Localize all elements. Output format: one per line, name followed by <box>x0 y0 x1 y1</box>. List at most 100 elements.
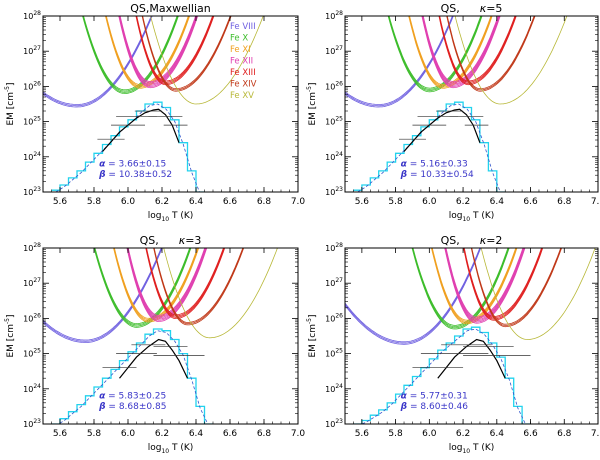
plot-area <box>43 16 264 192</box>
title-prefix: QS, <box>441 234 460 247</box>
x-tick-label: 6.0 <box>422 197 437 207</box>
em-loci-fe-xv <box>163 248 278 339</box>
y-tick-label: 1026 <box>23 80 41 91</box>
em-loci-fe-xi <box>113 248 200 323</box>
em-loci-fe-xiii <box>439 16 516 82</box>
em-loci-fe-xiv <box>153 248 245 326</box>
title-kappa-value: =3 <box>185 234 201 247</box>
plot-area <box>43 248 278 424</box>
y-tick-label: 1027 <box>325 277 343 288</box>
em-loci-fe-xii <box>118 16 199 89</box>
y-tick-label: 1028 <box>23 242 41 253</box>
x-tick-label: 6.2 <box>456 429 470 439</box>
dem-histogram <box>353 101 506 192</box>
x-tick-label: 5.8 <box>87 197 102 207</box>
legend-item: Fe XI <box>230 45 251 55</box>
alpha-annotation: α = 5.16±0.33 <box>401 160 468 170</box>
em-loci-fe-xiv <box>142 16 231 90</box>
legend-item: Fe VIII <box>230 22 256 32</box>
em-loci-fe-xiii <box>135 16 215 86</box>
y-tick-label: 1023 <box>23 418 41 429</box>
em-loci-fe-xiii <box>463 248 543 320</box>
x-tick-label: 6.0 <box>121 429 136 439</box>
dem-dashed-curve <box>55 103 200 192</box>
y-axis-label: EM [cm-5] <box>4 314 16 357</box>
em-loci-fe-xi <box>431 248 517 321</box>
title-kappa: κ <box>179 234 186 247</box>
y-axis-label: EM [cm-5] <box>306 82 318 125</box>
x-tick-label: 6.6 <box>223 197 238 207</box>
title-kappa: κ <box>480 234 487 247</box>
em-loci-fe-x <box>387 16 483 93</box>
x-axis-label: log10 T (K) <box>449 443 495 455</box>
y-tick-label: 1024 <box>23 383 41 394</box>
beta-annotation: β = 10.33±0.54 <box>400 170 474 180</box>
beta-annotation: β = 8.68±0.85 <box>98 402 166 412</box>
y-tick-label: 1024 <box>325 383 343 394</box>
em-loci-fe-xiv <box>141 16 232 92</box>
y-tick-label: 1025 <box>23 116 41 127</box>
x-tick-label: 6.6 <box>523 197 538 207</box>
em-loci-fe-xi <box>105 16 190 87</box>
y-tick-label: 1026 <box>325 80 343 91</box>
y-tick-label: 1027 <box>325 45 343 56</box>
em-loci-fe-xiv <box>141 16 232 91</box>
em-loci-fe-viii <box>345 248 481 344</box>
chart-title: QS,Maxwellian <box>130 2 211 15</box>
x-tick-label: 6.6 <box>223 429 238 439</box>
y-axis-label: EM [cm-5] <box>306 314 318 357</box>
title-prefix: QS, <box>140 234 159 247</box>
em-loci-fe-x <box>412 248 509 326</box>
em-loci-fe-xv <box>480 248 596 340</box>
x-tick-label: 6.2 <box>155 197 169 207</box>
x-axis-label: log10 T (K) <box>449 211 495 223</box>
chart-title: QS, κ=5 <box>441 2 503 15</box>
em-loci-fe-xiv <box>471 248 562 326</box>
em-loci-fe-x <box>388 16 483 91</box>
x-tick-label: 5.6 <box>355 429 370 439</box>
em-loci-fe-xiii <box>145 248 225 317</box>
dem-fit-curve <box>403 108 481 152</box>
legend-item: Fe XII <box>230 57 253 67</box>
title-kappa-value: =2 <box>486 234 502 247</box>
em-loci-fe-xiv <box>446 16 535 90</box>
em-loci-fe-xii <box>444 248 525 323</box>
em-loci-fe-x <box>388 16 482 89</box>
y-axis-label: EM [cm-5] <box>4 82 16 125</box>
y-tick-label: 1023 <box>325 186 343 197</box>
em-loci-fe-xii <box>445 248 525 320</box>
y-tick-label: 1024 <box>325 151 343 162</box>
x-tick-label: 6.8 <box>557 197 572 207</box>
em-loci-fe-xi <box>431 248 518 325</box>
em-loci-fe-viii <box>43 248 162 341</box>
em-loci-fe-xii <box>119 16 197 83</box>
em-loci-fe-xiii <box>146 248 224 316</box>
em-loci-fe-viii <box>43 16 152 105</box>
legend-item: Fe XIII <box>230 68 256 78</box>
em-loci-fe-xii <box>445 248 524 319</box>
x-tick-label: 6.2 <box>456 197 470 207</box>
em-loci-fe-x <box>93 248 191 327</box>
em-loci-fe-xii <box>127 248 206 319</box>
title-prefix: QS, <box>441 2 460 15</box>
x-tick-label: 5.6 <box>53 197 68 207</box>
chart-panel-2: 5.6 5.8 6.0 6.2 6.4 6.6 6.8 7.0 1023 1024 1025 1026… <box>306 2 600 223</box>
em-loci-fe-xii <box>422 16 499 83</box>
x-axis-label: log10 T (K) <box>148 211 194 223</box>
x-tick-label: 6.8 <box>257 197 272 207</box>
em-loci-fe-xii <box>118 16 198 87</box>
plot-area <box>345 16 568 192</box>
em-loci-fe-xi <box>431 248 517 323</box>
y-tick-label: 1023 <box>325 418 343 429</box>
em-loci-fe-xii <box>127 248 206 318</box>
x-tick-label: 5.8 <box>87 429 102 439</box>
em-loci-fe-xiv <box>446 16 536 91</box>
x-tick-label: 5.8 <box>388 429 403 439</box>
em-loci-fe-xiii <box>463 248 543 319</box>
x-tick-label: 6.4 <box>189 429 204 439</box>
x-tick-label: 5.6 <box>355 197 370 207</box>
y-tick-label: 1025 <box>325 116 343 127</box>
em-loci-fe-x <box>93 248 192 328</box>
x-tick-label: 6.2 <box>155 429 169 439</box>
